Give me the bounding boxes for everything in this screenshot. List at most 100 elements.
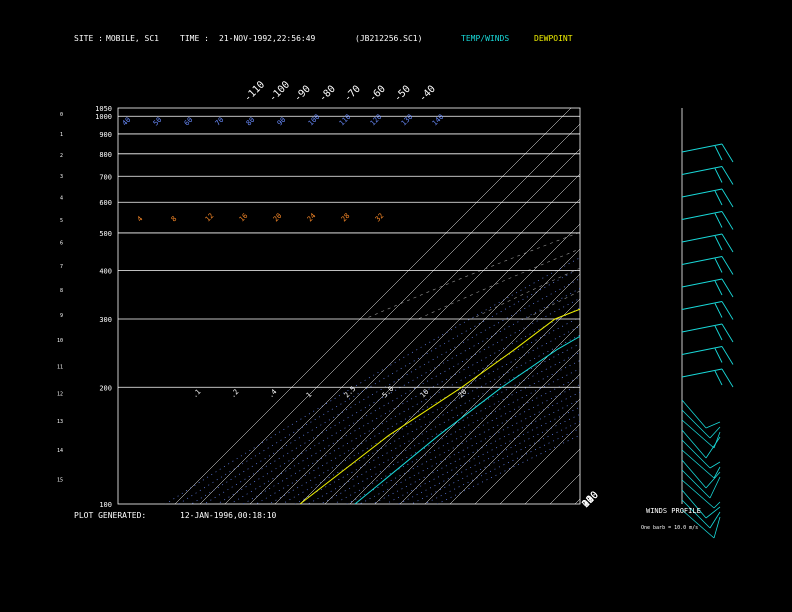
legend-dewpoint: DEWPOINT: [534, 34, 573, 43]
wind-barb-staff: [681, 459, 707, 489]
wind-barb-flag: [721, 211, 734, 230]
wind-barb-staff: [681, 211, 723, 220]
wind-barb-flag: [705, 421, 721, 429]
height-tick-label: 13: [57, 419, 63, 425]
height-tick-label: 10: [57, 338, 63, 344]
wind-barb-staff: [681, 346, 723, 355]
plot-generated-value: 12-JAN-1996,00:18:10: [180, 511, 277, 520]
mixing-ratio-label: 4: [136, 215, 145, 224]
isotherm-line: [174, 108, 572, 504]
mixing-ratio-label: 32: [374, 212, 386, 224]
wind-barb: [681, 233, 734, 253]
isotherm-line: [249, 173, 580, 504]
height-tick-label: 4: [60, 196, 63, 202]
mixing-ratio-lower-label: 20: [457, 388, 469, 400]
wind-barb-flag: [709, 426, 721, 439]
wind-barb-flag: [721, 256, 734, 275]
wind-barb-staff: [681, 399, 707, 429]
plot-generated-label: PLOT GENERATED:: [74, 511, 146, 520]
wind-barb-flag: [721, 233, 734, 253]
wind-barb-flag: [714, 235, 723, 251]
wind-barb-staff: [681, 256, 723, 265]
wind-barb-flag: [714, 303, 723, 318]
wind-barb-flag: [714, 145, 723, 161]
wind-barb-staff: [681, 233, 723, 243]
isotherm-line: [299, 223, 580, 504]
pressure-tick-label: 1050: [95, 105, 112, 113]
plot-frame-group: [117, 107, 581, 505]
isotherm-line: [274, 198, 580, 504]
wind-barb-flag: [705, 436, 721, 459]
pressure-tick-label: 500: [99, 230, 112, 238]
mixing-ratio-label: 12: [204, 212, 216, 224]
wind-barb-low: [681, 399, 721, 429]
wind-barb: [681, 278, 734, 298]
winds-profile-label: WINDS PROFILE: [646, 507, 701, 515]
wind-barb-low: [681, 409, 721, 439]
wind-barb: [681, 301, 734, 320]
wind-barb-staff: [681, 499, 711, 529]
mixing-ratio-lower-label: .4: [267, 388, 279, 400]
wind-barb-flag: [709, 511, 721, 529]
wind-barb-flag: [705, 506, 721, 519]
wind-barb-staff: [681, 429, 707, 459]
time-label: TIME :: [180, 34, 209, 43]
mixing-ratio-lower-label: .2: [229, 388, 241, 400]
wind-barb-flag: [721, 323, 734, 343]
wind-barb-staff: [681, 439, 711, 469]
height-tick-label: 6: [60, 241, 63, 247]
background-lines-group: [165, 108, 580, 504]
plot-frame: [117, 107, 581, 505]
dry-adiabat-label: 70: [214, 116, 226, 128]
wind-barb-low: [681, 429, 721, 459]
wind-barb-flag: [721, 301, 734, 320]
wind-barb-flag: [714, 280, 723, 296]
wind-barb-low: [681, 449, 721, 479]
wind-barb: [681, 346, 734, 365]
wind-barb: [681, 368, 734, 388]
legend-temp-winds: TEMP/WINDS: [461, 34, 509, 43]
pressure-tick-label: 100: [99, 501, 112, 509]
wind-barb-flag: [709, 476, 721, 499]
wind-barb-flag: [714, 258, 723, 273]
wind-barb-staff: [681, 368, 723, 378]
dry-adiabat-label: 60: [183, 116, 195, 128]
height-tick-label: 15: [57, 478, 63, 484]
wind-barb: [681, 188, 734, 208]
file-id: (JB212256.SC1): [355, 34, 422, 43]
wind-barb-flag: [714, 325, 723, 341]
height-tick-label: 2: [60, 153, 63, 159]
wind-barb-staff: [681, 166, 723, 175]
height-tick-label: 1: [60, 132, 63, 138]
dry-adiabat-label: 80: [245, 116, 257, 128]
wind-barb-low: [681, 459, 721, 489]
mixing-ratio-lower-label: .1: [191, 388, 203, 400]
wind-barb: [681, 166, 734, 185]
dewpoint-line: [299, 308, 580, 504]
wind-barb-staff: [681, 419, 715, 449]
wind-barb: [681, 143, 734, 163]
wind-barb-low: [681, 509, 721, 539]
wind-barb-staff: [681, 323, 723, 333]
wind-barb-flag: [713, 466, 721, 479]
wind-barb-low: [681, 479, 721, 509]
isotherm-line: [499, 423, 580, 504]
height-tick-label: 12: [57, 391, 63, 397]
wind-barb-flag: [721, 166, 734, 185]
wind-barb-flag: [714, 370, 723, 386]
pressure-tick-label: 1000: [95, 113, 112, 121]
wind-barb-low: [681, 499, 721, 529]
wind-barb-staff: [681, 449, 715, 479]
barb-note: One barb = 10.0 m/s: [641, 525, 698, 531]
wind-barb-staff: [681, 479, 715, 509]
wind-barb-low: [681, 469, 721, 499]
wind-barb: [681, 323, 734, 343]
temperature-line: [354, 335, 580, 504]
isotherm-line: [474, 398, 580, 504]
dry-adiabat-label: 40: [121, 116, 133, 128]
pressure-tick-label: 300: [99, 316, 112, 324]
isotherm-line: [399, 323, 580, 504]
height-tick-label: 14: [57, 448, 63, 454]
